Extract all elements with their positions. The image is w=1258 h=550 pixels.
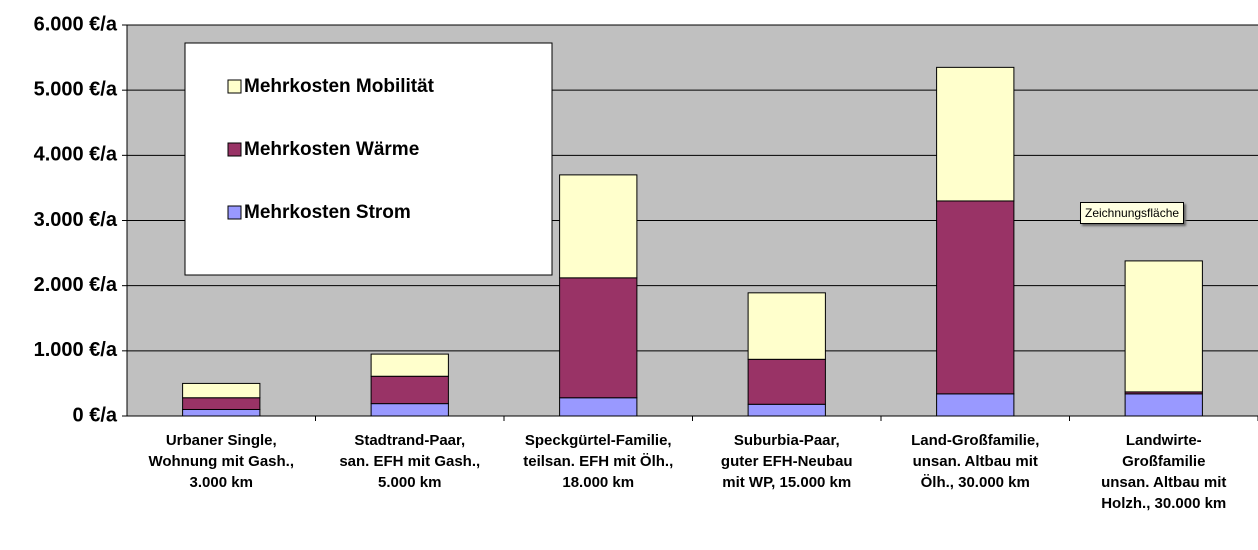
bar-segment (370, 353, 449, 377)
legend-swatch (227, 142, 242, 157)
y-tick-label: 2.000 €/a (34, 274, 118, 296)
bar-segment (559, 174, 638, 279)
bar-segment (559, 277, 638, 399)
legend-swatch (227, 79, 242, 94)
legend-label: Mehrkosten Wärme (244, 139, 419, 160)
bar-segment (936, 200, 1015, 395)
y-tick-label: 5.000 €/a (34, 78, 118, 100)
bar-segment (182, 382, 261, 399)
bar-segment (936, 393, 1015, 417)
x-tick-label: Landwirte- Großfamilie unsan. Altbau mit… (1101, 432, 1227, 512)
bar-segment (182, 397, 261, 410)
x-tick-label: Urbaner Single, Wohnung mit Gash., 3.000… (148, 432, 295, 491)
bar-segment (747, 358, 826, 405)
x-tick-label: Stadtrand-Paar, san. EFH mit Gash., 5.00… (339, 432, 481, 491)
bar-segment (936, 66, 1015, 202)
y-tick-label: 0 €/a (73, 404, 118, 426)
legend-label: Mehrkosten Mobilität (244, 76, 435, 97)
bar-segment (1124, 260, 1203, 393)
bar-segment (747, 403, 826, 417)
bar-segment (370, 403, 449, 417)
bar-segment (559, 397, 638, 417)
bar-segment (370, 375, 449, 405)
legend-swatch (227, 205, 242, 220)
y-tick-label: 6.000 €/a (34, 13, 118, 35)
y-tick-label: 4.000 €/a (34, 144, 118, 166)
y-tick-label: 1.000 €/a (34, 339, 118, 361)
bar-segment (747, 292, 826, 360)
x-tick-label: Speckgürtel-Familie, teilsan. EFH mit Öl… (523, 432, 674, 491)
legend-label: Mehrkosten Strom (244, 202, 411, 223)
x-tick-label: Land-Großfamilie, unsan. Altbau mit Ölh.… (911, 432, 1040, 491)
x-tick-label: Suburbia-Paar, guter EFH-Neubau mit WP, … (720, 432, 853, 491)
legend (184, 42, 553, 276)
annotation: Zeichnungsfläche (1080, 202, 1185, 224)
bar-segment (182, 408, 261, 417)
y-tick-label: 3.000 €/a (34, 209, 118, 231)
bar-segment (1124, 393, 1203, 417)
